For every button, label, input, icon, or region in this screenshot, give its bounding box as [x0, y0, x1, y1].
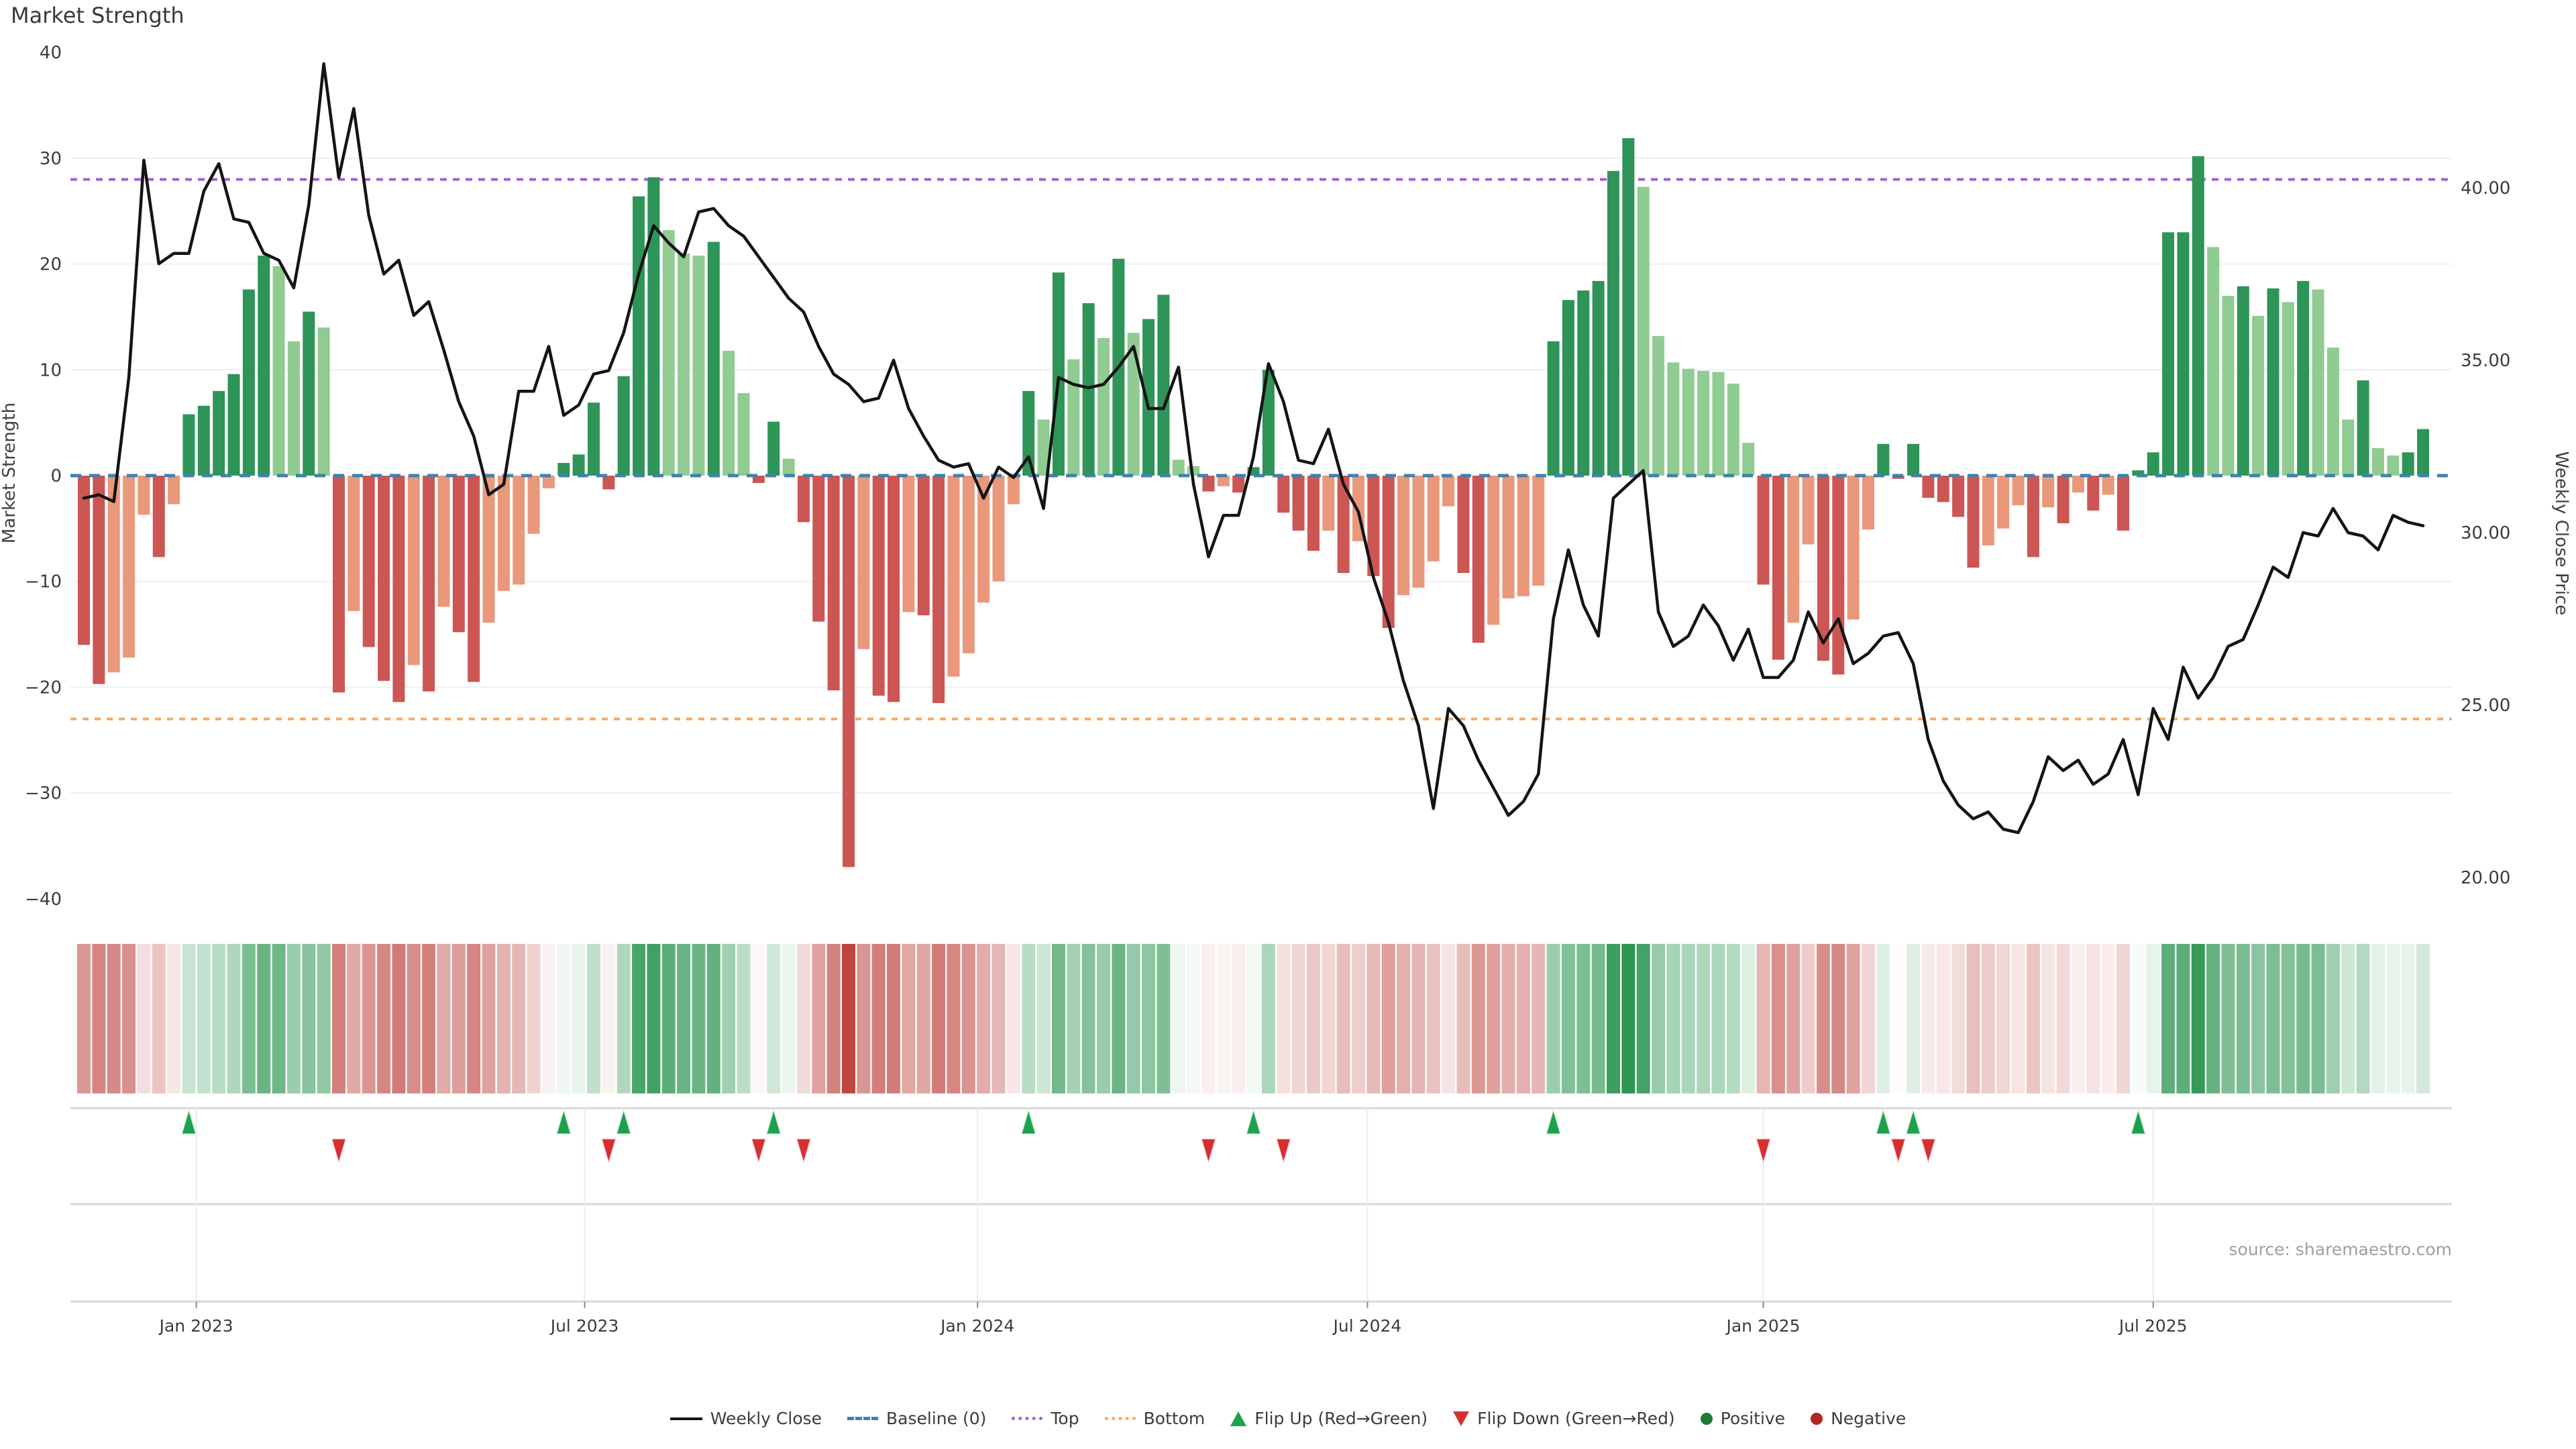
weekly-close-line-icon — [669, 1417, 702, 1420]
svg-text:30: 30 — [40, 149, 62, 169]
gridlines — [70, 157, 2452, 794]
legend-label: Bottom — [1143, 1409, 1205, 1428]
svg-text:Jul 2024: Jul 2024 — [1332, 1316, 1402, 1336]
svg-text:30.00: 30.00 — [2461, 523, 2510, 543]
legend: Weekly Close Baseline (0) Top Bottom Fli… — [0, 1409, 2576, 1428]
svg-text:40.00: 40.00 — [2461, 178, 2510, 199]
svg-text:Jan 2023: Jan 2023 — [158, 1316, 233, 1336]
flip-markers — [70, 1107, 2452, 1308]
svg-text:Jan 2024: Jan 2024 — [939, 1316, 1014, 1336]
legend-label: Top — [1051, 1409, 1079, 1428]
legend-label: Baseline (0) — [886, 1409, 987, 1428]
svg-text:25.00: 25.00 — [2461, 696, 2510, 716]
legend-item-weekly-close: Weekly Close — [669, 1409, 822, 1428]
negative-circle-icon — [1811, 1412, 1823, 1425]
axis-ticks-and-labels: 40 30 20 10 0 −10 −20 −30 −40 40.00 35.00 30.00 25.0… — [25, 43, 2510, 1336]
legend-item-flip-up: Flip Up (Red→Green) — [1230, 1409, 1428, 1428]
source-text: source: sharemaestro.com — [2229, 1240, 2453, 1259]
positive-circle-icon — [1700, 1412, 1713, 1425]
svg-text:20.00: 20.00 — [2461, 868, 2510, 888]
svg-text:−40: −40 — [25, 890, 62, 910]
legend-label: Weekly Close — [710, 1409, 822, 1428]
flip-down-triangle-icon — [1453, 1411, 1470, 1426]
svg-text:20: 20 — [40, 255, 62, 275]
legend-item-baseline: Baseline (0) — [847, 1409, 986, 1428]
legend-item-flip-down: Flip Down (Green→Red) — [1453, 1409, 1675, 1428]
reference-lines — [70, 178, 2452, 720]
legend-item-positive: Positive — [1700, 1409, 1786, 1428]
svg-text:40: 40 — [40, 43, 62, 63]
heatmap-strip — [77, 944, 2430, 1093]
bottom-dotted-icon — [1104, 1417, 1136, 1420]
svg-text:10: 10 — [40, 360, 62, 380]
legend-label: Negative — [1831, 1409, 1907, 1428]
svg-text:−20: −20 — [25, 678, 62, 698]
legend-item-bottom: Bottom — [1104, 1409, 1205, 1428]
svg-text:Jul 2023: Jul 2023 — [549, 1316, 619, 1336]
legend-item-negative: Negative — [1811, 1409, 1906, 1428]
legend-label: Positive — [1720, 1409, 1786, 1428]
baseline-dash-icon — [847, 1417, 879, 1420]
legend-label: Flip Down (Green→Red) — [1477, 1409, 1675, 1428]
legend-item-top: Top — [1012, 1409, 1079, 1428]
svg-text:Jul 2025: Jul 2025 — [2118, 1316, 2188, 1336]
svg-text:0: 0 — [50, 466, 62, 486]
weekly-close-line — [82, 62, 2425, 835]
strength-bars — [78, 138, 2430, 867]
svg-text:−30: −30 — [25, 784, 62, 804]
chart-title: Market Strength — [11, 3, 184, 28]
legend-label: Flip Up (Red→Green) — [1254, 1409, 1428, 1428]
svg-text:35.00: 35.00 — [2461, 351, 2510, 371]
top-dotted-icon — [1012, 1417, 1043, 1420]
svg-text:−10: −10 — [25, 572, 62, 592]
svg-text:Jan 2025: Jan 2025 — [1725, 1316, 1800, 1336]
flip-up-triangle-icon — [1230, 1411, 1247, 1426]
